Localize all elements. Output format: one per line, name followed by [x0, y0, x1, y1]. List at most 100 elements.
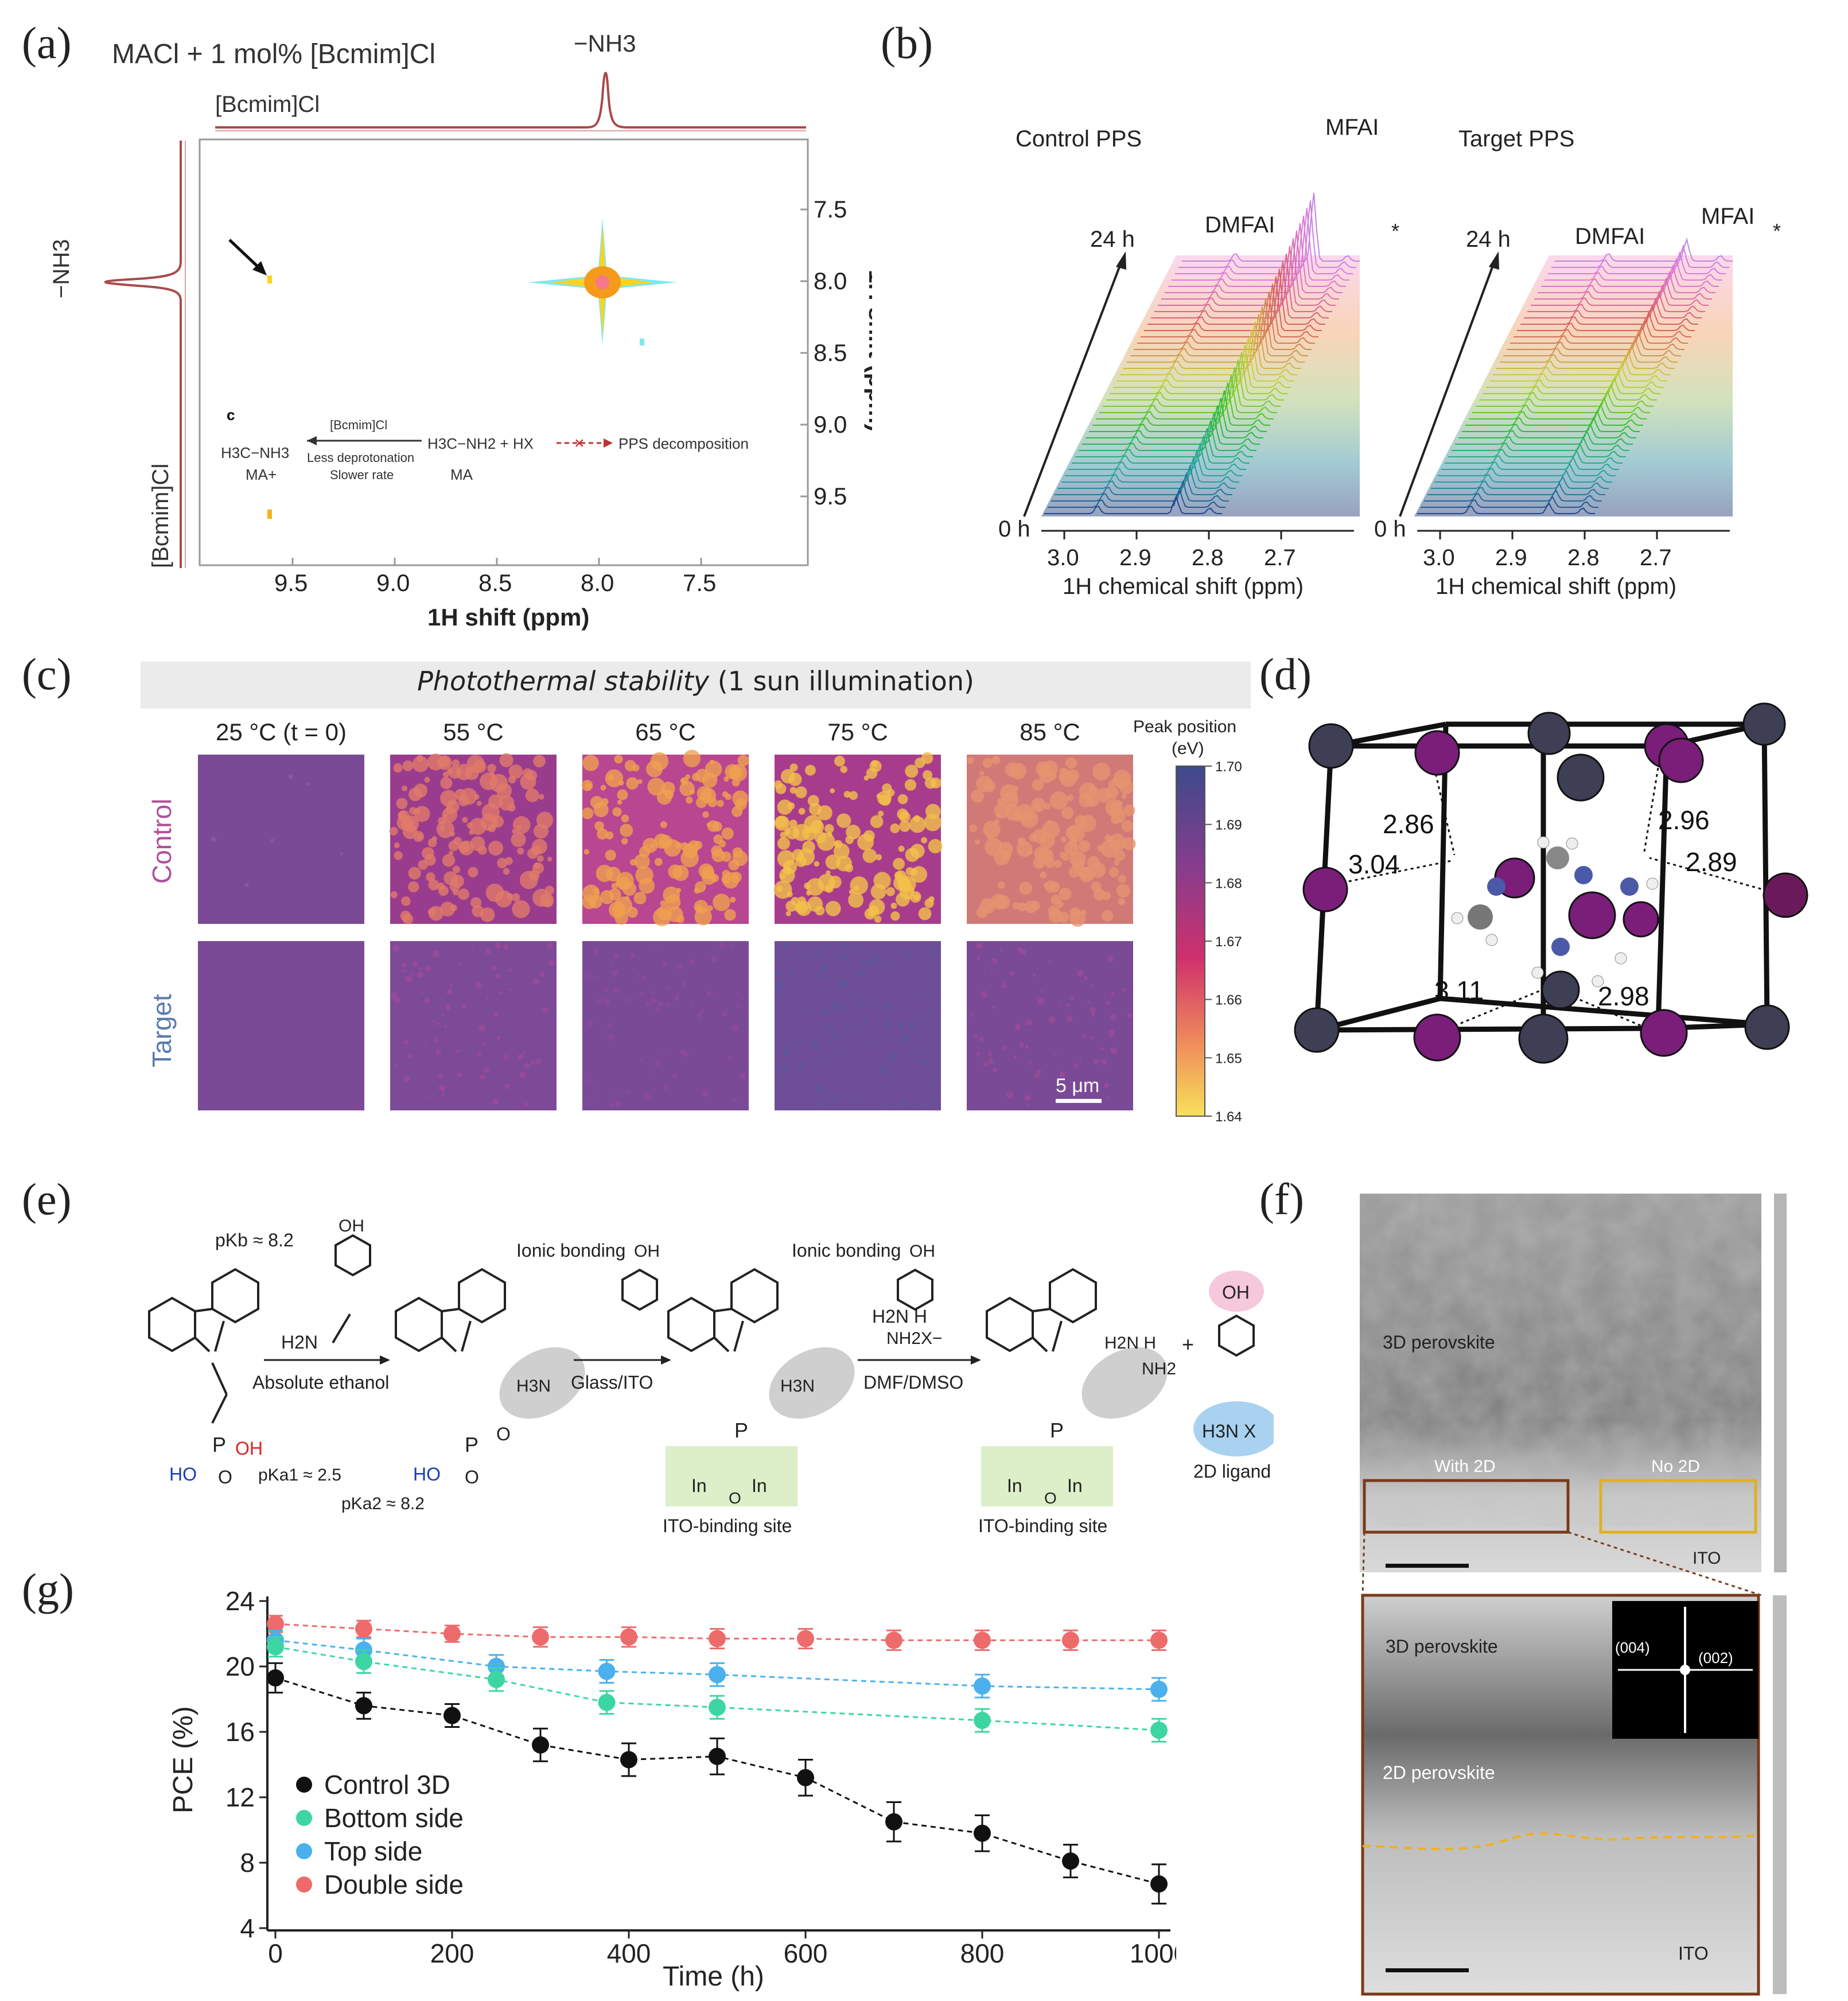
panel-f-figure: 3D perovskite With 2D No 2D ITO 3D perov… [1360, 1194, 1787, 1996]
panel-c-row-label-control: Control [147, 799, 177, 884]
panel-f-scale-top [1386, 1564, 1469, 1568]
panel-label-f: (f) [1259, 1174, 1304, 1224]
panel-a-y-tick: 9.0 [814, 411, 847, 438]
panel-f-no-2d: No 2D [1651, 1457, 1700, 1476]
e-pka1: pKa1 ≈ 2.5 [258, 1466, 341, 1485]
panel-b-x-tick: 2.9 [1119, 545, 1151, 570]
g-y-tick: 20 [225, 1652, 255, 1681]
panel-f-ito-bottom: ITO [1678, 1943, 1709, 1964]
svg-text:O: O [1044, 1489, 1057, 1507]
panel-c-temp-label: 65 °C [635, 718, 696, 745]
panel-f-inset-2d: 2D perovskite [1383, 1762, 1495, 1783]
panel-c-scale-bar [1056, 1099, 1102, 1103]
panel-e-scheme: P OH HO O pKb ≈ 8.2 pKa1 ≈ 2.5 pKa2 ≈ 8.… [148, 1217, 1274, 1536]
svg-text:P: P [734, 1419, 748, 1442]
scheme-right-name: MA [450, 466, 473, 483]
colorbar-title-2: (eV) [1172, 739, 1204, 758]
panel-a-y-tick: 8.0 [814, 267, 847, 294]
e-step2: Glass/ITO [571, 1372, 653, 1393]
panel-label-g: (g) [22, 1564, 74, 1614]
g-x-tick: 200 [430, 1938, 474, 1968]
g-data-point [1150, 1722, 1168, 1739]
g-series-bottom-side [267, 1636, 1168, 1743]
panel-b-x-tick: 3.0 [1047, 545, 1079, 570]
panel-c-figure: 25 °C (t = 0) 55 °C 65 °C 75 °C 85 °C Contro… [147, 717, 1242, 1125]
panel-c-map-target [967, 941, 1133, 1110]
panel-f-interface-line [1362, 1832, 1759, 1851]
panel-f-fft-004: (004) [1615, 1639, 1650, 1656]
g-legend-label: Double side [324, 1870, 464, 1899]
e-pka2: pKa2 ≈ 8.2 [341, 1494, 425, 1513]
panel-d-distance-6: 2.98 [1598, 981, 1649, 1011]
panel-c-map-target [775, 941, 941, 1110]
panel-a-x-tick: 8.5 [478, 569, 512, 596]
panel-b-right-title: Target PPS [1458, 126, 1574, 151]
g-y-tick: 24 [225, 1586, 255, 1616]
e-ito-site-1: ITO-binding site [663, 1516, 792, 1536]
panel-c-colorbar-tick: 1.69 [1215, 818, 1242, 833]
panel-c-map-control [581, 749, 749, 927]
svg-text:×: × [574, 434, 585, 453]
panel-d-distance-5: 3.11 [1434, 976, 1484, 1005]
scheme-arrow-top: [Bcmim]Cl [330, 418, 387, 432]
g-data-point [267, 1638, 284, 1656]
panel-f-fft-002: (002) [1698, 1649, 1733, 1666]
g-data-point [620, 1628, 637, 1646]
g-legend-marker [296, 1777, 312, 1793]
g-data-point [974, 1631, 991, 1649]
g-data-point [797, 1630, 814, 1648]
panel-a-left-trace-label: [Bcmim]Cl [148, 464, 173, 568]
panel-b-right-time-arrow [1489, 251, 1499, 270]
panel-c-colorbar-tick: 1.68 [1215, 876, 1242, 891]
panel-c-temp-label: 25 °C (t = 0) [216, 718, 347, 745]
panel-a-top-peak-label: −NH3 [574, 30, 636, 57]
svg-text:O: O [465, 1467, 479, 1487]
g-data-point [443, 1707, 461, 1724]
panel-f-top-label: 3D perovskite [1383, 1332, 1495, 1353]
g-data-point [974, 1712, 991, 1730]
panel-c-map-target [198, 941, 364, 1110]
g-y-label: PCE (%) [168, 1706, 199, 1813]
g-data-point [1150, 1631, 1168, 1649]
g-data-point [532, 1736, 549, 1754]
panel-c-map-control [198, 755, 364, 924]
g-x-tick: 1000 [1130, 1938, 1176, 1968]
g-data-point [355, 1653, 372, 1670]
g-y-tick: 4 [240, 1913, 255, 1943]
panel-b-left-time-start: 0 h [998, 516, 1030, 542]
panel-c-colorbar-tick: 1.66 [1215, 993, 1242, 1008]
panel-c-temp-label: 55 °C [443, 718, 504, 745]
svg-text:NH2: NH2 [1142, 1359, 1176, 1378]
g-y-tick: 12 [225, 1782, 255, 1812]
panel-b-x-tick: 3.0 [1423, 545, 1455, 570]
panel-c-colorbar-tick: 1.67 [1215, 934, 1242, 950]
panel-label-b: (b) [881, 18, 933, 68]
panel-b-right-peak-1: DMFAI [1575, 224, 1645, 249]
svg-text:H3N: H3N [780, 1377, 815, 1396]
panel-b-right-peak-2: MFAI [1701, 204, 1754, 229]
g-x-tick: 400 [607, 1938, 651, 1968]
panel-c-banner-rest: (1 sun illumination) [717, 666, 974, 697]
g-series-double-side [267, 1615, 1168, 1651]
panel-b-right-time-start: 0 h [1374, 516, 1406, 542]
g-data-point [709, 1747, 726, 1765]
panel-d-atoms [1294, 702, 1808, 1064]
panel-c-temp-label: 85 °C [1020, 718, 1080, 745]
g-legend-marker [296, 1876, 312, 1893]
panel-b-left-peak-1: DMFAI [1205, 212, 1275, 238]
panel-b-right-time-end: 24 h [1466, 227, 1511, 252]
panel-a-nmr-figure: MACl + 1 mol% [Bcmim]Cl −NH3 [Bcmim]Cl −… [49, 30, 872, 631]
panel-a-y-tick: 7.5 [814, 196, 847, 223]
g-data-point [1150, 1680, 1168, 1698]
panel-c-colorbar-tick: 1.64 [1215, 1109, 1242, 1125]
panel-b-x-tick: 2.9 [1495, 545, 1527, 570]
panel-b-left-time-end: 24 h [1090, 227, 1135, 252]
panel-a-y-tick: 8.5 [814, 339, 847, 366]
panel-c-map-control [967, 755, 1136, 927]
e-ligand-oh: OH [1222, 1282, 1250, 1303]
panel-c-map-control [773, 752, 943, 924]
g-y-tick: 16 [225, 1717, 255, 1747]
panel-d-distance-3: 3.04 [1348, 849, 1400, 879]
panel-a-top-trace [215, 72, 806, 129]
e-step3: DMF/DMSO [863, 1372, 963, 1393]
